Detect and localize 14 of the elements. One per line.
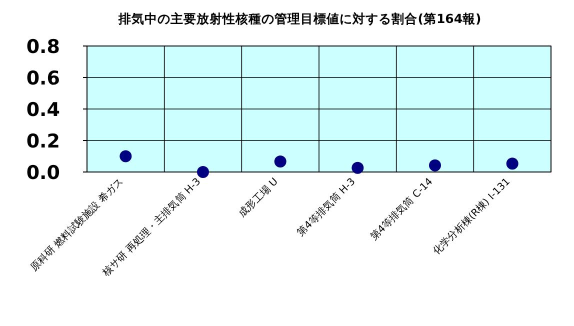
point bbox=[274, 155, 286, 168]
point bbox=[197, 166, 209, 178]
y-tick-label: 0.6 bbox=[26, 68, 60, 90]
y-tick-label: 0.4 bbox=[26, 99, 60, 121]
point bbox=[352, 162, 364, 174]
point bbox=[120, 150, 132, 162]
x-tick-label: 成形工場 U bbox=[236, 176, 280, 220]
y-tick-label: 0.8 bbox=[26, 36, 60, 58]
y-tick-label: 0.2 bbox=[26, 130, 60, 152]
point bbox=[506, 158, 518, 170]
point bbox=[429, 159, 441, 172]
chart-title: 排気中の主要放射性核種の管理目標値に対する割合(第164報) bbox=[118, 11, 482, 26]
x-tick-label: 第4等排気筒 H-3 bbox=[294, 176, 358, 239]
y-tick-label: 0.0 bbox=[26, 162, 60, 184]
